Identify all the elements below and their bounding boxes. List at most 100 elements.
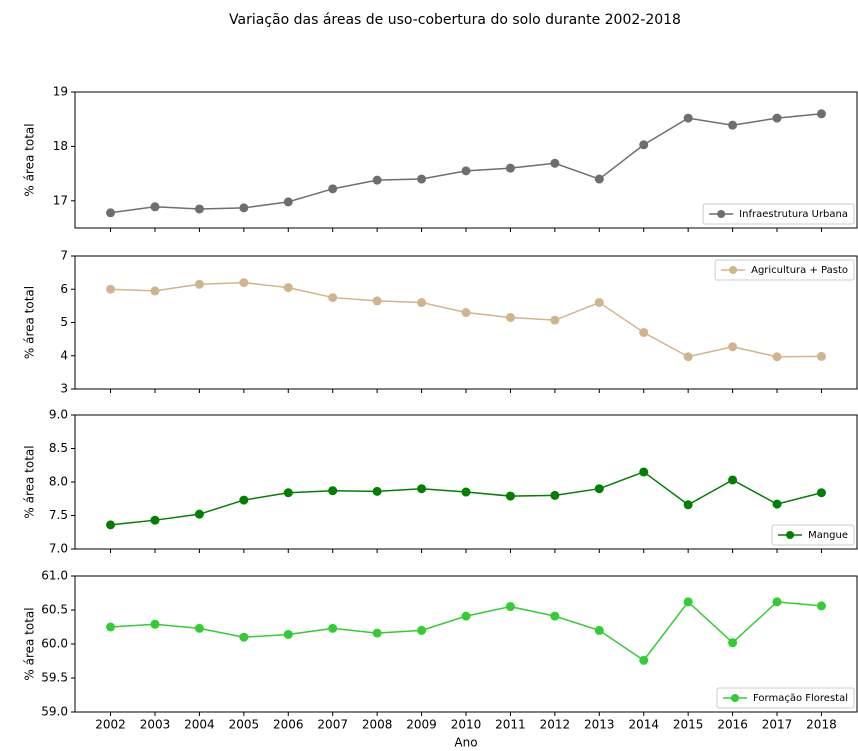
data-point [372,296,382,306]
y-tick-label: 59.0 [41,705,68,719]
data-point [550,611,560,621]
data-point [417,625,427,635]
data-point [772,597,782,607]
data-point [594,174,604,184]
data-point [417,484,427,494]
legend: Infraestrutura Urbana [702,203,855,225]
data-point [106,622,116,632]
y-tick-label: 7.0 [49,542,68,556]
data-point [239,203,249,213]
data-point [372,175,382,185]
x-tick-label: 2013 [584,718,615,732]
y-tick-label: 3 [60,382,68,396]
data-point [150,286,160,296]
data-point [372,486,382,496]
y-tick-label: 18 [53,139,68,153]
y-tick-label: 8.0 [49,475,68,489]
data-point [328,293,338,303]
x-tick-label: 2007 [317,718,348,732]
y-tick-label: 6 [60,282,68,296]
y-tick-label: 5 [60,315,68,329]
legend: Mangue [771,524,855,546]
data-point [106,208,116,218]
figure-title: Variação das áreas de uso-cobertura do s… [229,12,681,28]
y-tick-label: 9.0 [49,408,68,422]
data-point [106,520,116,530]
data-point [594,298,604,308]
y-tick-label: 4 [60,348,68,362]
data-point [594,484,604,494]
data-line [110,113,822,214]
data-line [110,600,822,662]
data-point [150,515,160,525]
data-point [639,467,649,477]
x-tick-label: 2004 [184,718,215,732]
plot-frame [74,414,858,550]
data-point [728,638,738,648]
data-point [461,487,471,497]
y-tick-label: 59.5 [41,671,68,685]
data-point [372,628,382,638]
y-tick-label: 19 [53,85,68,99]
legend: Formação Florestal [716,687,855,709]
data-point [550,158,560,168]
data-point [283,283,293,293]
data-point [417,298,427,308]
data-point [772,113,782,123]
legend-label: Infraestrutura Urbana [739,209,848,220]
data-point [194,279,204,289]
data-point [683,500,693,510]
legend-box [716,687,855,709]
x-tick-label: 2003 [140,718,171,732]
data-point [728,120,738,130]
data-point [194,623,204,633]
data-point [239,632,249,642]
x-tick-label: 2009 [406,718,437,732]
data-point [283,629,293,639]
legend-label: Mangue [808,530,848,541]
data-point [239,278,249,288]
x-tick-label: 2010 [451,718,482,732]
legend-box [714,259,855,281]
y-tick-label: 8.5 [49,441,68,455]
x-tick-label: 2015 [673,718,704,732]
legend-marker [731,694,740,702]
y-axis-label: % área total [23,607,37,680]
data-point [639,327,649,337]
x-tick-label: 2018 [806,718,837,732]
data-point [772,499,782,509]
legend-box [702,203,855,225]
x-tick-label: 2012 [540,718,571,732]
data-point [106,284,116,294]
data-point [505,163,515,173]
x-tick-label: 2011 [495,718,526,732]
x-tick-label: 2008 [362,718,393,732]
y-tick-label: 17 [53,193,68,207]
data-point [816,601,826,611]
x-tick-label: 2014 [628,718,659,732]
y-axis-label: % área total [23,445,37,518]
x-tick-label: 2006 [273,718,304,732]
x-tick-label: 2005 [229,718,260,732]
data-point [639,655,649,665]
y-tick-label: 61.0 [41,569,68,583]
data-point [505,313,515,323]
data-point [772,352,782,362]
data-point [461,611,471,621]
legend: Agricultura + Pasto [714,259,855,281]
data-point [683,597,693,607]
data-line [110,281,822,358]
legend-marker [717,210,726,218]
legend-label: Agricultura + Pasto [751,265,848,276]
x-tick-label: 2017 [762,718,793,732]
data-point [683,352,693,362]
data-point [328,184,338,194]
y-tick-label: 7.5 [49,508,68,522]
data-point [328,486,338,496]
data-point [194,509,204,519]
legend-marker [786,531,795,539]
y-tick-label: 60.0 [41,637,68,651]
data-point [239,495,249,505]
